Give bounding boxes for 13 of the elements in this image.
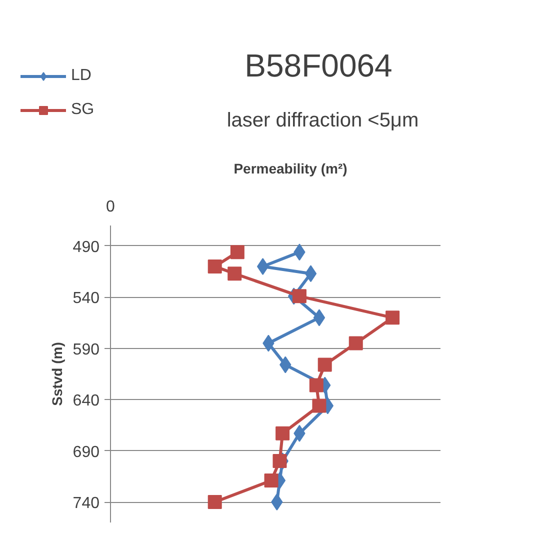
y-tick-label: 740 bbox=[72, 495, 100, 512]
chart-subtitle: laser diffraction <5μm bbox=[226, 110, 419, 132]
text: 0 bbox=[106, 198, 116, 216]
x-axis-title: Permeability (m²) bbox=[234, 160, 348, 176]
y-tick-label: 590 bbox=[72, 341, 100, 358]
legend-label: LD bbox=[71, 67, 92, 85]
legend-label: SG bbox=[71, 101, 94, 119]
chart-title: B58F0064 bbox=[244, 48, 392, 84]
y-tick-label: 640 bbox=[72, 392, 100, 410]
y-tick-label: 540 bbox=[72, 290, 100, 308]
y-axis-title: Sstvd (m) bbox=[48, 342, 65, 406]
y-tick-label: 490 bbox=[72, 238, 100, 256]
y-tick-label: 690 bbox=[72, 444, 100, 461]
